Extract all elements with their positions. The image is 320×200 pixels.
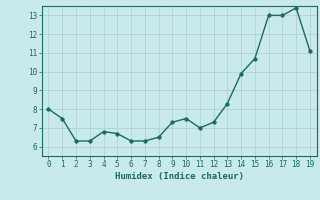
X-axis label: Humidex (Indice chaleur): Humidex (Indice chaleur)	[115, 172, 244, 181]
